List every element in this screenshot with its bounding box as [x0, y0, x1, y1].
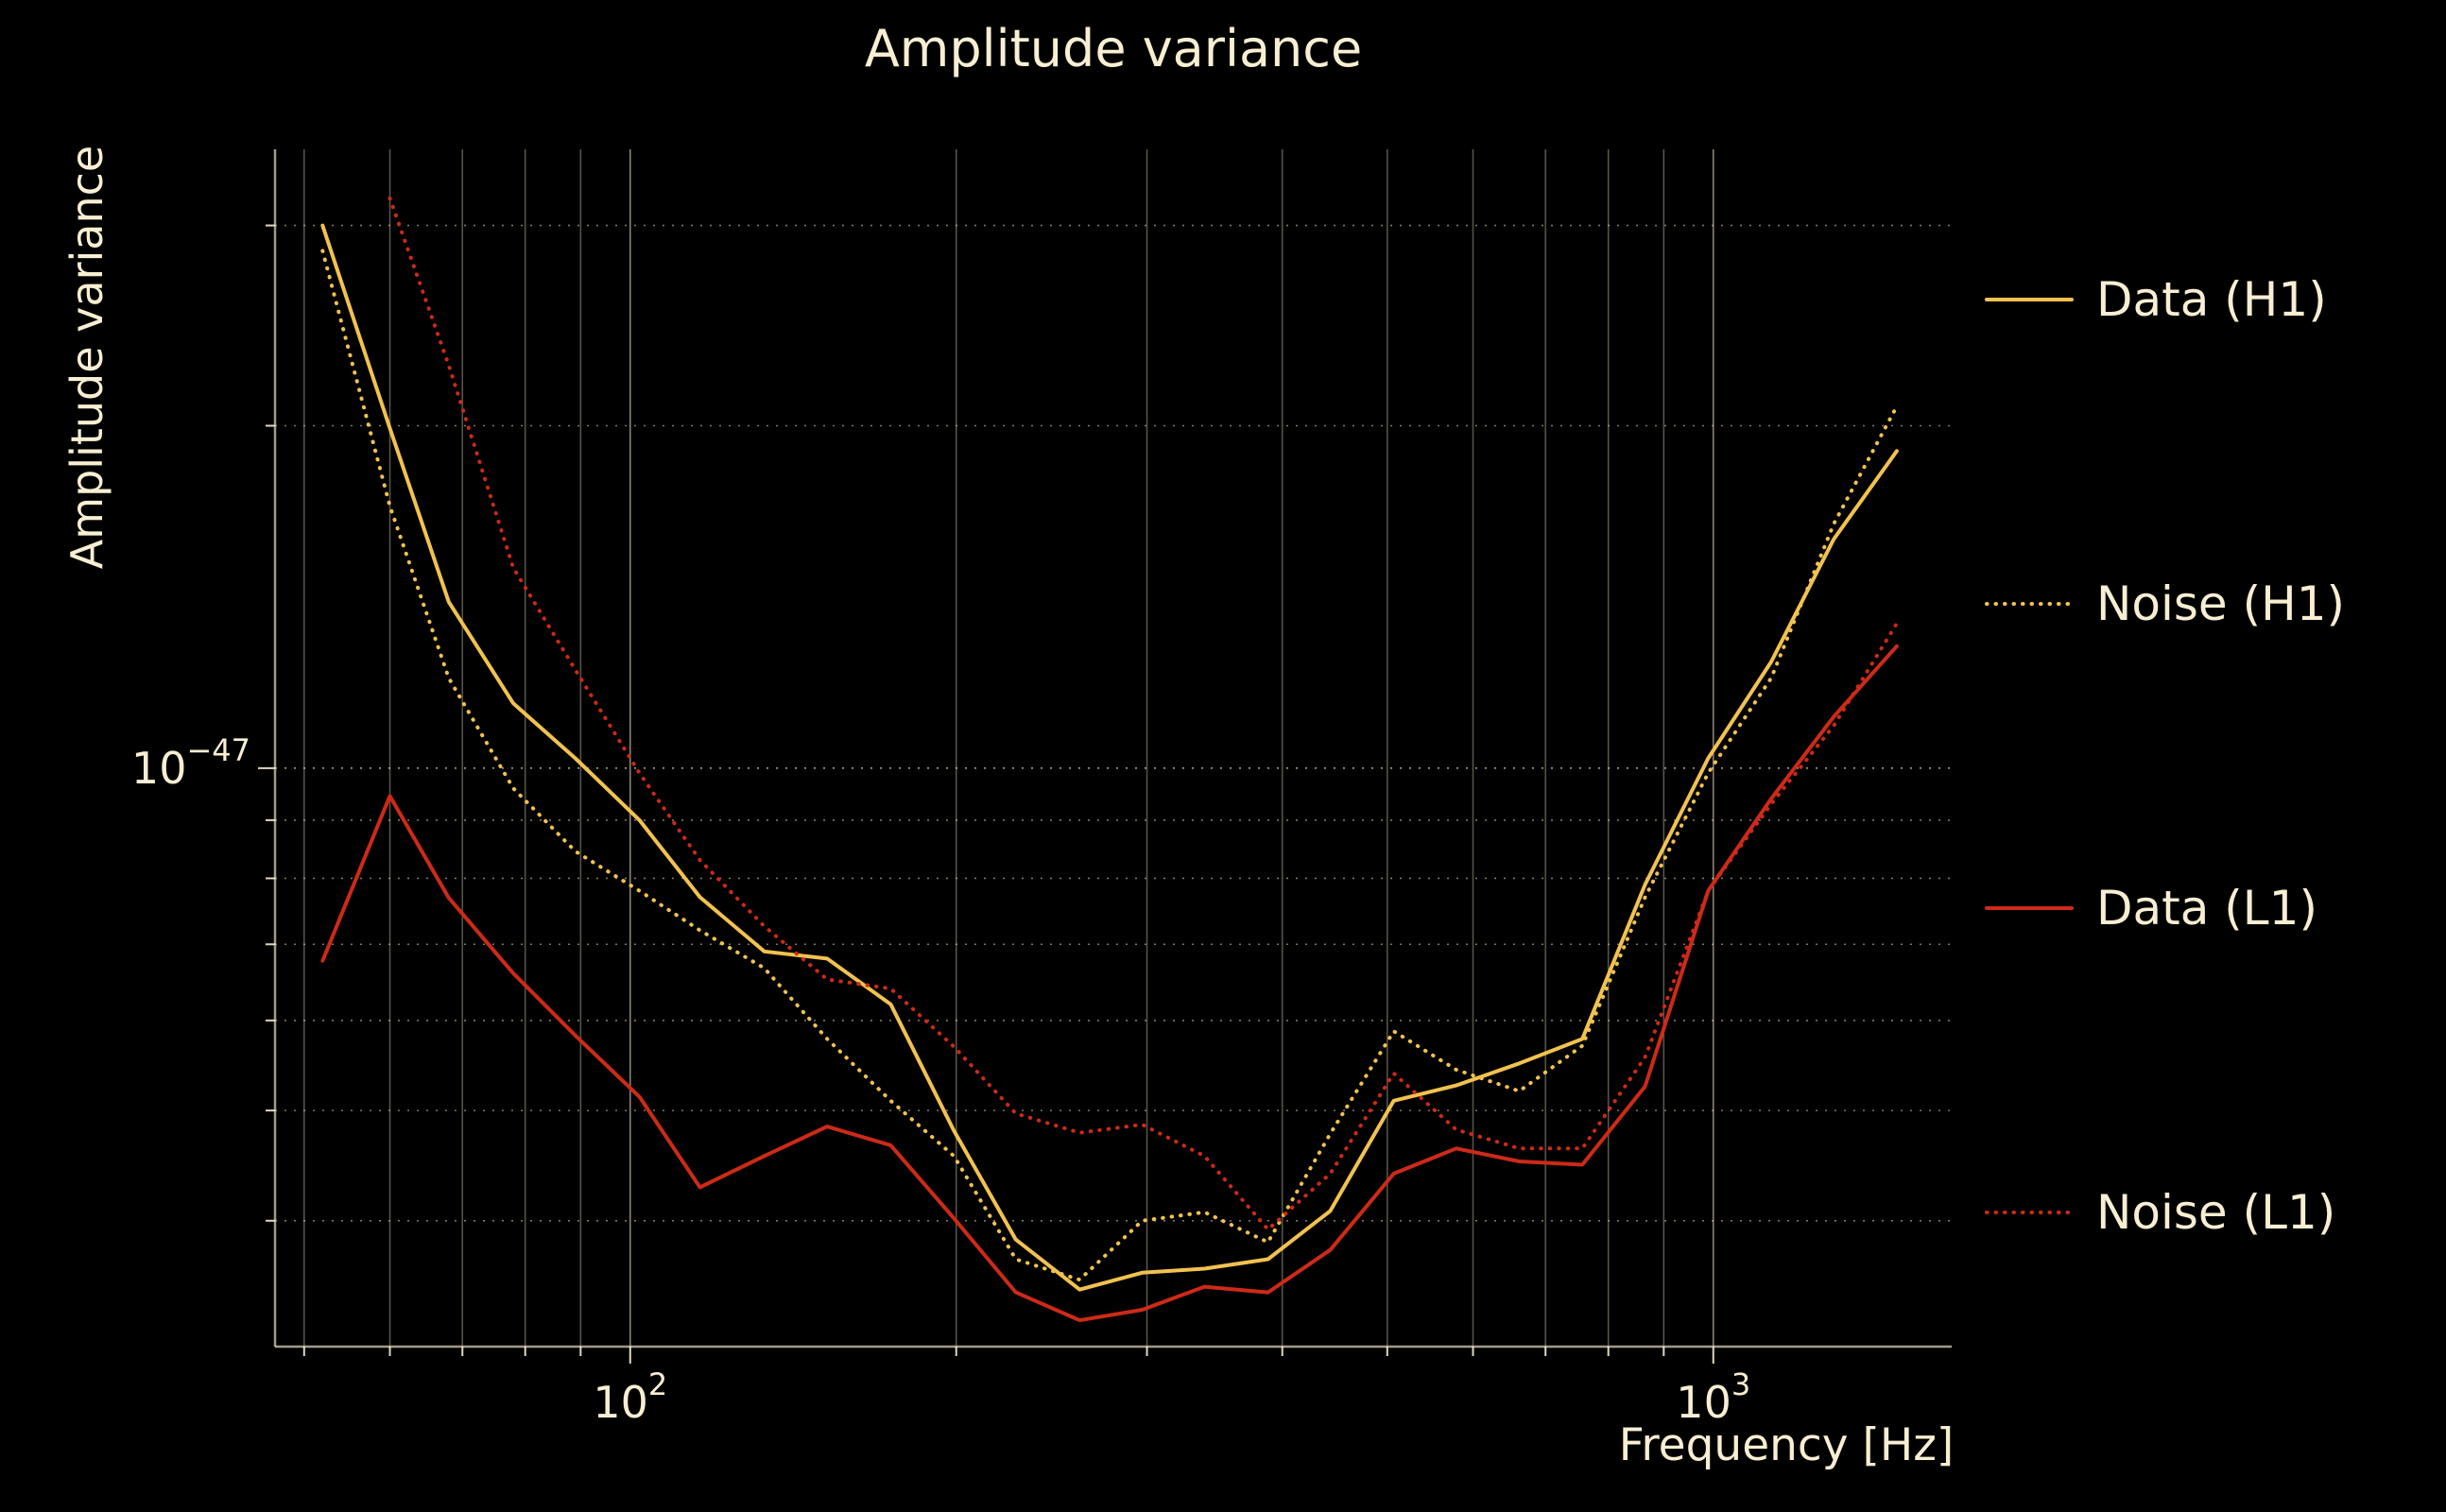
series-data-h1: [320, 223, 1899, 1292]
x-tick-label: 102: [593, 1366, 667, 1428]
legend-line-sample-solid: [1985, 906, 2074, 910]
series-data-l1: [320, 644, 1899, 1323]
legend-item-noise-h1: Noise (H1): [1985, 572, 2345, 636]
legend: Data (H1) Noise (H1) Data (L1) Noise (L1): [1985, 0, 2446, 1512]
legend-label: Noise (H1): [2096, 576, 2346, 631]
series-noise-l1: [388, 196, 1899, 1231]
y-tick-label: 10−47: [131, 732, 250, 794]
series-noise-h1: [320, 249, 1899, 1282]
chart-title: Amplitude variance: [864, 19, 1363, 78]
legend-line-sample-solid: [1985, 298, 2074, 301]
x-tick-label: 103: [1676, 1366, 1750, 1428]
legend-label: Data (H1): [2096, 272, 2327, 327]
legend-label: Data (L1): [2096, 881, 2317, 936]
legend-line-sample-dotted: [1985, 1211, 2074, 1214]
legend-item-data-l1: Data (L1): [1985, 876, 2317, 940]
legend-item-data-h1: Data (H1): [1985, 267, 2327, 332]
legend-item-noise-l1: Noise (L1): [1985, 1180, 2335, 1245]
legend-label: Noise (L1): [2096, 1185, 2336, 1240]
legend-line-sample-dotted: [1985, 602, 2074, 606]
x-axis-label: Frequency [Hz]: [1618, 1419, 1955, 1471]
